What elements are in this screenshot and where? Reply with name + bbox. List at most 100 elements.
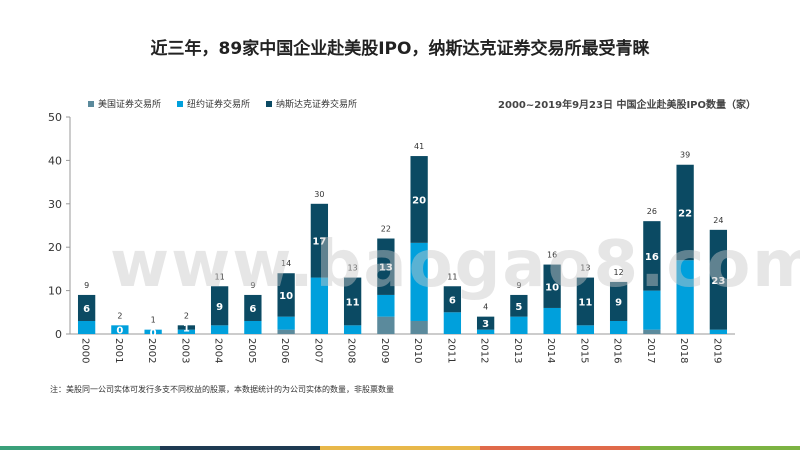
legend-swatch-amex — [88, 100, 94, 107]
chart-subtitle: 2000~2019年9月23日 中国企业赴美股IPO数量（家） — [498, 100, 756, 111]
segment-value-label: 5 — [515, 302, 522, 313]
bar-segment — [244, 294, 262, 321]
segment-value-label: 10 — [545, 282, 559, 293]
x-tick-label: 2008 — [346, 338, 357, 363]
segment-value-label: 6 — [449, 295, 456, 306]
legend-label-nyse: 纽约证券交易所 — [187, 100, 251, 110]
bar-segment — [343, 277, 362, 326]
x-tick-label: 2017 — [645, 338, 656, 363]
x-tick-label: 2016 — [612, 338, 623, 363]
x-tick-label: 2004 — [213, 338, 224, 363]
stripe-segment — [480, 446, 640, 450]
segment-value-label: 1 — [183, 323, 190, 334]
bar-segment — [210, 286, 229, 326]
bar-segment — [543, 264, 561, 308]
segment-value-label: 17 — [312, 237, 326, 248]
y-tick-label: 50 — [48, 111, 62, 124]
bar-segment — [410, 156, 428, 243]
bar-segment — [277, 316, 295, 330]
bar-segment — [310, 277, 329, 334]
segment-value-label: 9 — [216, 302, 223, 313]
bar-total-label: 4 — [483, 303, 488, 312]
bar-segment — [244, 320, 262, 334]
legend-label-nasdaq: 纳斯达克证券交易所 — [276, 100, 358, 110]
bar-segment — [676, 260, 694, 334]
bar-segment — [277, 273, 295, 317]
bar-segment — [643, 221, 661, 291]
bar-segment — [210, 325, 229, 334]
bar-segment — [576, 325, 595, 334]
legend-item-amex: 美国证券交易所 — [88, 97, 161, 110]
bar-segment — [310, 203, 329, 278]
x-tick-label: 2010 — [412, 338, 423, 363]
bar-segment — [643, 290, 661, 330]
x-tick-label: 2006 — [279, 338, 290, 363]
bar-total-label: 13 — [348, 264, 358, 273]
bar-segment — [377, 294, 395, 317]
bar-total-label: 1 — [151, 316, 156, 325]
x-tick-label: 2000 — [80, 338, 91, 363]
x-tick-label: 2001 — [113, 338, 124, 363]
segment-value-label: 23 — [711, 276, 725, 287]
bar-segment — [476, 316, 495, 330]
bar-segment — [177, 329, 196, 334]
bar-total-label: 24 — [713, 216, 723, 225]
bar-segment — [576, 277, 595, 326]
stripe-segment — [0, 446, 160, 450]
bar-segment — [643, 329, 661, 334]
y-tick-label: 0 — [55, 328, 62, 341]
segment-value-label: 9 — [615, 297, 622, 308]
bar-segment — [111, 325, 129, 334]
x-tick-label: 2005 — [246, 338, 257, 363]
bar-segment — [277, 329, 295, 334]
bar-total-label: 9 — [250, 281, 255, 290]
bar-total-label: 26 — [647, 207, 657, 216]
bar-segment — [177, 325, 196, 330]
x-tick-label: 2019 — [711, 338, 722, 363]
x-tick-label: 2014 — [545, 338, 556, 363]
segment-value-label: 20 — [412, 195, 426, 206]
bar-segment — [144, 329, 162, 334]
segment-value-label: 6 — [249, 304, 256, 315]
segment-value-label: 3 — [482, 319, 489, 330]
bar-segment — [410, 320, 428, 334]
bar-total-label: 22 — [381, 225, 391, 234]
legend-label-amex: 美国证券交易所 — [98, 100, 162, 110]
bar-segment — [709, 229, 728, 330]
bar-segment — [543, 307, 561, 334]
y-tick-label: 40 — [48, 154, 62, 167]
segment-value-label: 11 — [346, 297, 360, 308]
bar-segment — [476, 329, 495, 334]
bar-segment — [709, 329, 728, 334]
legend: 美国证券交易所 纽约证券交易所 纳斯达克证券交易所 — [88, 97, 357, 110]
y-tick-label: 30 — [48, 198, 62, 211]
bar-segment — [510, 294, 528, 317]
x-tick-label: 2012 — [479, 338, 490, 363]
legend-swatch-nyse — [177, 100, 184, 107]
segment-value-label: 22 — [678, 208, 692, 219]
x-tick-label: 2007 — [312, 338, 323, 363]
bar-total-label: 12 — [614, 268, 624, 277]
bar-segment — [377, 316, 395, 334]
x-tick-label: 2003 — [179, 338, 190, 363]
segment-value-label: 6 — [83, 304, 90, 315]
chart-title: 近三年，89家中国企业赴美股IPO，纳斯达克证券交易所最受青睐 — [150, 39, 650, 59]
x-tick-label: 2015 — [578, 338, 589, 363]
bar-segment — [609, 320, 628, 334]
segment-value-label: 16 — [645, 252, 659, 263]
x-tick-label: 2011 — [445, 338, 456, 363]
bar-segment — [510, 316, 528, 334]
segment-value-label: 10 — [279, 291, 293, 302]
legend-item-nyse: 纽约证券交易所 — [177, 97, 250, 110]
bar-segment — [410, 242, 428, 321]
bar-total-label: 41 — [414, 142, 424, 151]
bar-segment — [77, 294, 96, 321]
bottom-color-stripe — [0, 446, 800, 450]
segment-value-label: 0 — [116, 326, 123, 337]
x-tick-label: 2009 — [379, 338, 390, 363]
x-tick-label: 2013 — [512, 338, 523, 363]
bar-segment — [676, 164, 694, 261]
y-tick-label: 20 — [48, 241, 62, 254]
bar-total-label: 11 — [215, 272, 225, 281]
